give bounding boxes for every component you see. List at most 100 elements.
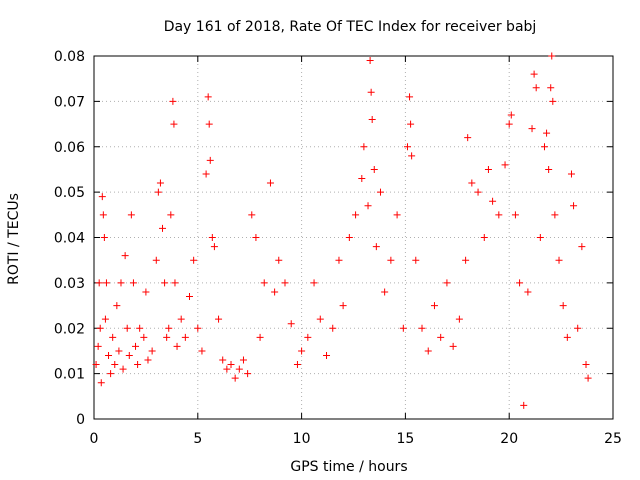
data-point [123, 324, 131, 332]
y-tick-label: 0.06 [54, 140, 85, 156]
data-point [206, 156, 214, 164]
data-point [115, 347, 123, 355]
data-point [536, 234, 544, 241]
data-point [408, 152, 416, 160]
data-point [528, 125, 536, 133]
y-tick-label: 0.02 [54, 321, 85, 337]
data-point [205, 120, 213, 128]
y-tick-label: 0.08 [54, 49, 85, 65]
data-point [127, 211, 135, 219]
data-point [111, 361, 119, 369]
data-point [455, 315, 463, 323]
data-point [101, 315, 109, 323]
data-point [177, 315, 185, 323]
data-point [387, 256, 395, 264]
data-point [95, 279, 103, 287]
data-point [474, 188, 482, 196]
data-point [159, 224, 167, 232]
data-point [547, 84, 555, 92]
data-point [507, 111, 515, 119]
data-point [275, 256, 283, 264]
data-point [548, 52, 556, 60]
y-tick-label: 0.03 [54, 276, 85, 292]
data-point [134, 361, 142, 369]
data-point [100, 234, 108, 241]
data-point [125, 351, 133, 359]
axis-ticks: 0 5 10 15 20 25 0 0.01 0.02 0.03 0.04 0.05 0.06 0.07 0… [54, 49, 622, 447]
data-point [412, 256, 420, 264]
data-point [316, 315, 324, 323]
data-point [117, 279, 125, 287]
data-point [339, 302, 347, 310]
data-point [555, 256, 563, 264]
data-point [360, 143, 368, 151]
data-point [335, 256, 343, 264]
data-point [92, 361, 100, 369]
data-point [449, 342, 457, 350]
data-point [352, 211, 360, 219]
y-tick-label: 0.05 [54, 185, 85, 201]
data-point [310, 279, 318, 287]
data-point [304, 333, 312, 341]
data-point [102, 279, 110, 287]
data-point [372, 243, 380, 251]
data-point [368, 116, 376, 124]
data-point [505, 120, 513, 128]
data-point [345, 234, 353, 241]
data-point [144, 356, 152, 364]
data-point [239, 356, 247, 364]
data-point [173, 342, 181, 350]
data-point [107, 370, 115, 378]
x-tick-label: 20 [500, 431, 518, 447]
data-point [406, 93, 414, 101]
data-point [516, 279, 524, 287]
data-point [582, 361, 590, 369]
data-point [129, 279, 137, 287]
data-point [437, 333, 445, 341]
data-point [520, 401, 528, 409]
data-point [424, 347, 432, 355]
data-point [511, 211, 519, 219]
data-point [543, 129, 551, 137]
data-point [167, 211, 175, 219]
data-point [260, 279, 268, 287]
data-point [551, 211, 559, 219]
data-point [530, 70, 538, 78]
data-point [244, 370, 252, 378]
data-point [484, 165, 492, 173]
data-point [190, 256, 198, 264]
y-axis-label: ROTI / TECUs [6, 193, 22, 285]
x-tick-label: 5 [193, 431, 202, 447]
data-point [366, 57, 374, 65]
data-point [430, 302, 438, 310]
y-tick-label: 0.07 [54, 94, 85, 110]
data-point [418, 324, 426, 332]
data-point [148, 347, 156, 355]
data-point [367, 88, 375, 96]
data-point [271, 288, 279, 296]
data-point [105, 351, 113, 359]
x-axis-label: GPS time / hours [290, 459, 407, 475]
data-point [109, 333, 117, 341]
data-point [248, 211, 256, 219]
y-tick-label: 0 [76, 412, 85, 428]
data-point [464, 134, 472, 142]
data-point [165, 324, 173, 332]
data-point [170, 120, 178, 128]
data-point [219, 356, 227, 364]
data-point [480, 234, 488, 241]
data-point [208, 234, 216, 241]
x-tick-label: 15 [396, 431, 414, 447]
data-point [578, 243, 586, 251]
data-point [468, 179, 476, 187]
data-point [532, 84, 540, 92]
data-point [136, 324, 144, 332]
data-point [329, 324, 337, 332]
data-point [381, 288, 389, 296]
data-point [235, 365, 243, 373]
x-tick-label: 25 [604, 431, 622, 447]
data-point [545, 165, 553, 173]
data-point [99, 211, 107, 219]
data-point [407, 120, 415, 128]
